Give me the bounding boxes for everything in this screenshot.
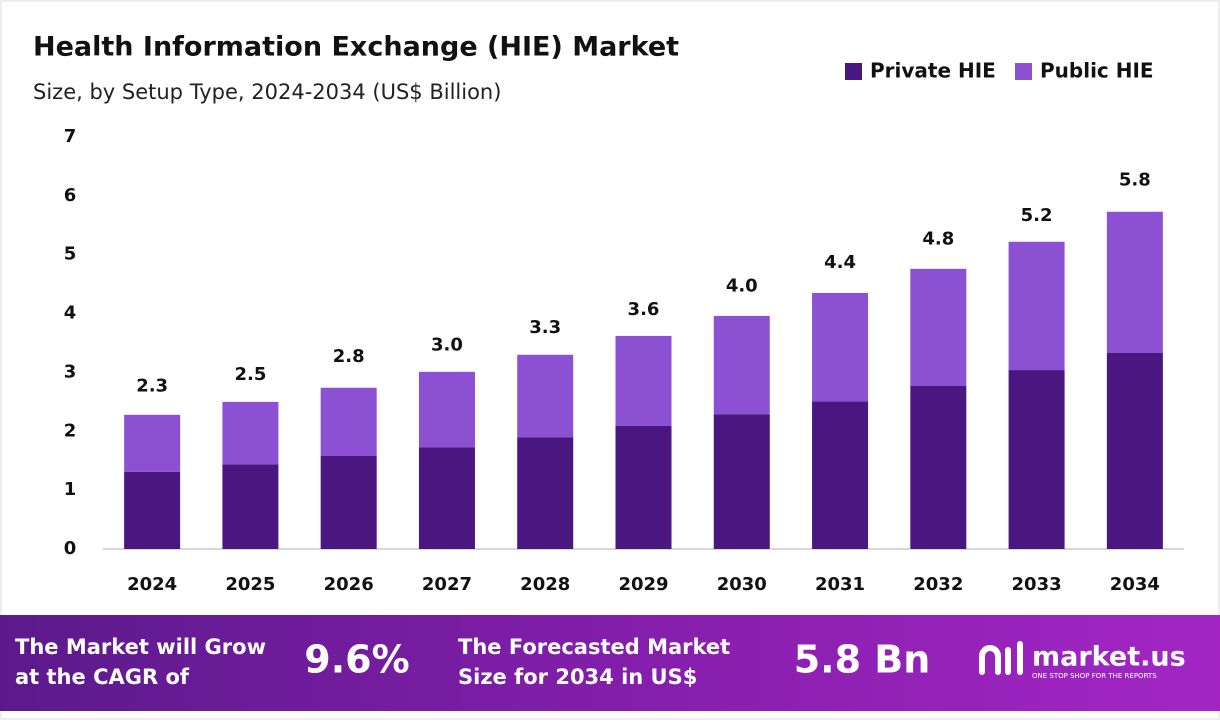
total-label: 2.3 bbox=[136, 376, 168, 397]
bar-segment bbox=[418, 447, 475, 549]
total-label: 2.8 bbox=[333, 346, 365, 367]
total-label: 3.6 bbox=[628, 299, 660, 320]
y-tick-label: 1 bbox=[64, 479, 77, 500]
y-tick-label: 3 bbox=[64, 361, 77, 382]
x-tick-label: 2034 bbox=[1110, 574, 1160, 595]
chart-title: Health Information Exchange (HIE) Market bbox=[33, 32, 679, 63]
y-tick-label: 5 bbox=[64, 244, 77, 265]
x-tick-label: 2033 bbox=[1012, 574, 1062, 595]
cagr-value: 9.6% bbox=[304, 638, 409, 682]
bar-segment bbox=[517, 354, 574, 438]
bar-segment bbox=[910, 385, 967, 549]
forecast-value: 5.8 Bn bbox=[794, 638, 931, 682]
bar-segment bbox=[517, 437, 574, 549]
bar-segment bbox=[320, 387, 377, 457]
legend-label: Public HIE bbox=[1040, 59, 1154, 83]
bar-segment bbox=[418, 371, 475, 448]
y-tick-label: 0 bbox=[64, 538, 77, 559]
bar-segment bbox=[615, 425, 672, 549]
logo-icon bbox=[979, 641, 1023, 675]
y-tick-label: 7 bbox=[64, 126, 77, 147]
legend-label: Private HIE bbox=[870, 59, 996, 83]
x-tick-label: 2031 bbox=[815, 574, 865, 595]
total-label: 5.8 bbox=[1119, 170, 1151, 191]
bar-segment bbox=[222, 464, 279, 549]
x-tick-label: 2028 bbox=[520, 574, 570, 595]
total-label: 4.0 bbox=[726, 276, 758, 297]
bar-segment bbox=[812, 292, 869, 402]
footer-text: Size for 2034 in US$ bbox=[458, 665, 697, 689]
legend-swatch bbox=[845, 63, 862, 80]
bar-segment bbox=[1008, 241, 1065, 371]
bar-segment bbox=[615, 335, 672, 426]
total-label: 3.3 bbox=[529, 317, 561, 338]
legend-swatch bbox=[1015, 63, 1032, 80]
total-label: 5.2 bbox=[1021, 205, 1053, 226]
total-label: 2.5 bbox=[234, 364, 266, 385]
chart-subtitle: Size, by Setup Type, 2024-2034 (US$ Bill… bbox=[33, 80, 501, 104]
bar-segment bbox=[320, 456, 377, 549]
bar-segment bbox=[124, 414, 181, 472]
tagline: ONE STOP SHOP FOR THE REPORTS bbox=[1032, 672, 1157, 680]
bar-segment bbox=[222, 401, 279, 465]
bar-segment bbox=[910, 268, 967, 386]
bar-segment bbox=[713, 315, 770, 415]
bar-segment bbox=[1106, 211, 1163, 354]
footer-band bbox=[0, 615, 1220, 711]
y-tick-label: 4 bbox=[64, 303, 77, 324]
brand: market.us bbox=[1032, 642, 1186, 673]
x-tick-label: 2032 bbox=[913, 574, 963, 595]
y-tick-label: 2 bbox=[64, 420, 77, 441]
footer-text: The Market will Grow bbox=[15, 635, 266, 659]
bar-segment bbox=[124, 471, 181, 549]
x-tick-label: 2024 bbox=[127, 574, 177, 595]
bar-segment bbox=[1008, 370, 1065, 549]
bar-segment bbox=[812, 401, 869, 549]
bar-segment bbox=[713, 414, 770, 549]
bar-segment bbox=[1106, 353, 1163, 549]
total-label: 4.8 bbox=[922, 228, 954, 249]
total-label: 4.4 bbox=[824, 252, 856, 273]
footer-text: at the CAGR of bbox=[15, 665, 190, 689]
y-tick-label: 6 bbox=[64, 185, 77, 206]
footer-text: The Forecasted Market bbox=[458, 635, 730, 659]
x-tick-label: 2029 bbox=[618, 574, 668, 595]
total-label: 3.0 bbox=[431, 334, 463, 355]
x-tick-label: 2030 bbox=[717, 574, 767, 595]
x-tick-label: 2026 bbox=[324, 574, 374, 595]
x-tick-label: 2025 bbox=[225, 574, 275, 595]
x-tick-label: 2027 bbox=[422, 574, 472, 595]
